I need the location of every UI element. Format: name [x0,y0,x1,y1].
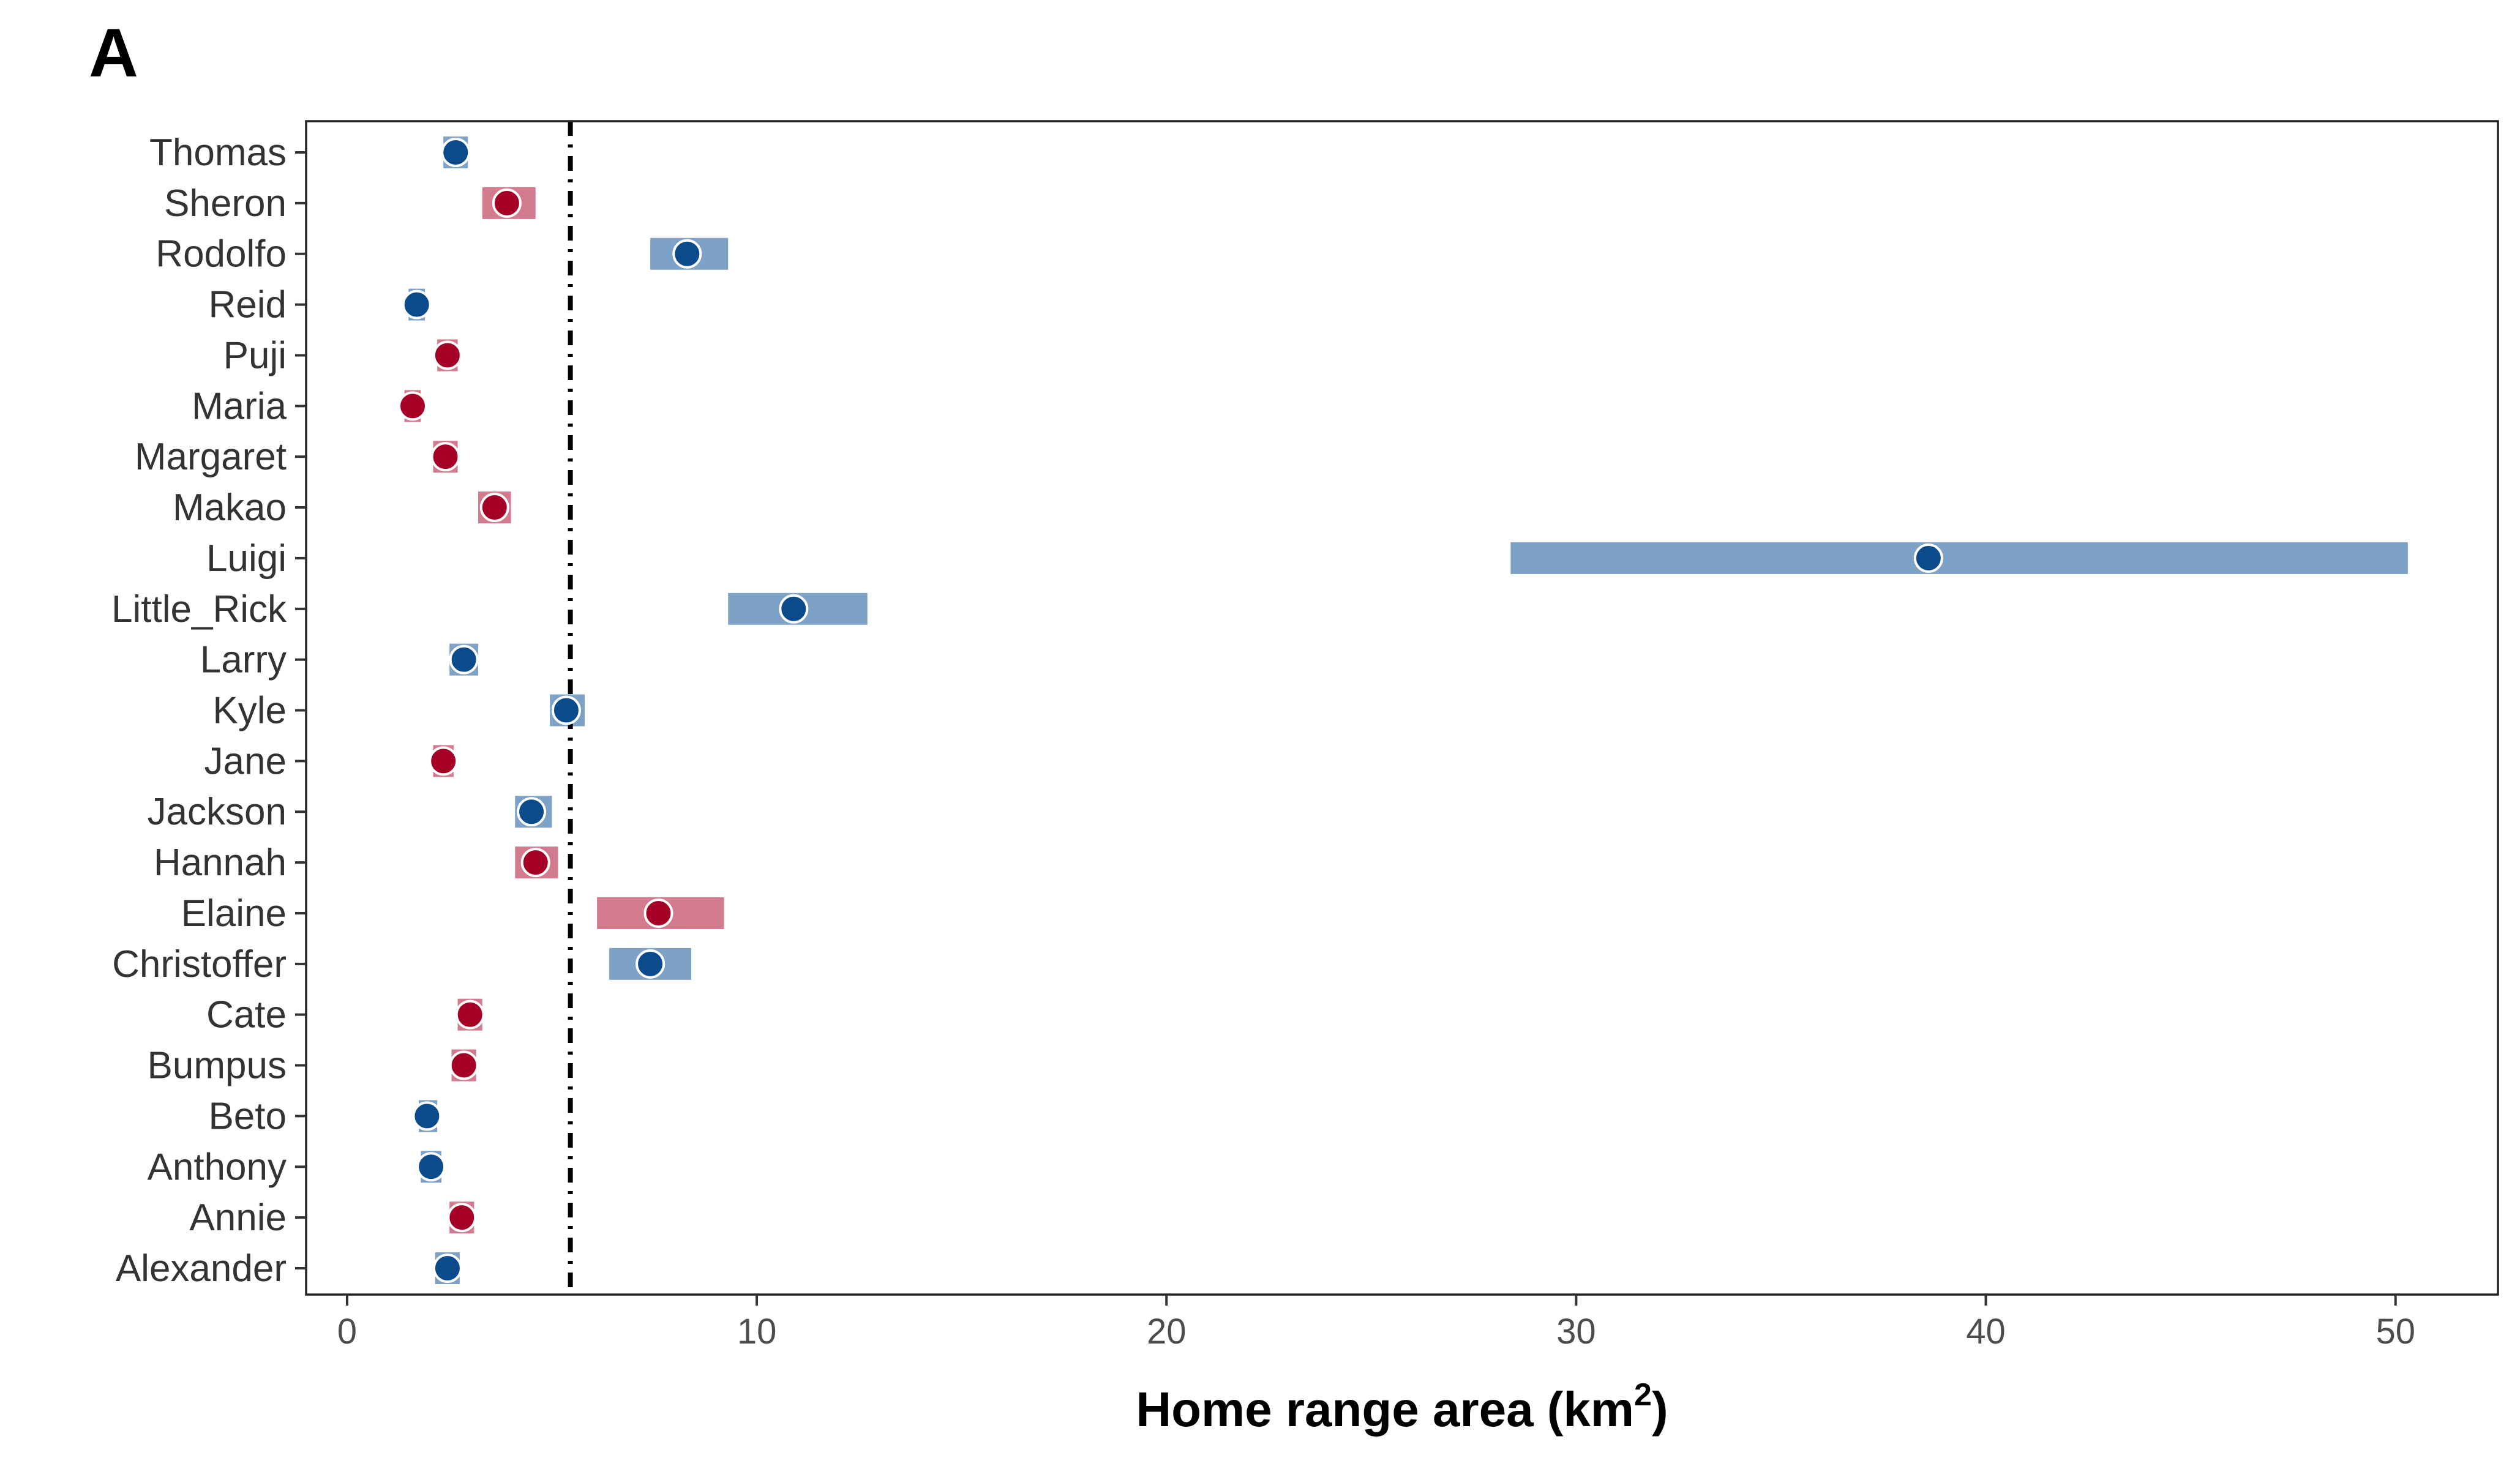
y-tick-label-thomas: Thomas [149,132,287,174]
y-tick-label-maria: Maria [192,385,287,427]
y-tick-label-alexander: Alexander [116,1247,287,1290]
estimate-point-reid [402,290,432,320]
estimate-point-puji [432,340,462,370]
estimate-point-bumpus [449,1050,479,1080]
estimate-point-larry [449,645,479,675]
estimate-point-hannah [520,848,550,878]
x-tick-label: 0 [337,1312,357,1351]
y-tick-label-sheron: Sheron [164,182,287,225]
y-tick-label-elaine: Elaine [181,892,287,935]
panel-label: A [89,15,138,91]
y-axis: Thomas Sheron Rodolfo Reid Puji Maria Margaret… [111,132,306,1290]
estimate-point-little-rick [779,594,809,624]
y-tick-label-jackson: Jackson [148,791,287,833]
y-tick-label-beto: Beto [208,1095,287,1137]
y-tick-label-larry: Larry [200,639,287,681]
x-axis-title-suffix: ) [1652,1382,1668,1437]
estimate-point-cate [455,1000,485,1030]
x-tick-label: 50 [2376,1312,2415,1351]
y-tick-label-rodolfo: Rodolfo [156,233,287,275]
estimate-point-maria [397,391,427,421]
y-tick-label-bumpus: Bumpus [148,1045,287,1087]
interval-bars [404,136,2408,1284]
estimate-point-beto [412,1101,442,1131]
y-tick-label-anthony: Anthony [147,1146,287,1188]
x-tick-label: 40 [1966,1312,2006,1351]
estimate-point-alexander [432,1254,462,1283]
y-tick-label-little-rick: Little_Rick [111,588,287,630]
y-tick-label-annie: Annie [189,1197,287,1239]
x-tick-label: 10 [737,1312,777,1351]
estimate-point-jane [429,746,459,776]
y-tick-label-luigi: Luigi [206,537,287,580]
estimate-point-jackson [517,797,547,827]
x-tick-label: 20 [1147,1312,1187,1351]
y-tick-label-margaret: Margaret [135,436,287,478]
y-tick-label-cate: Cate [206,994,287,1036]
y-tick-label-kyle: Kyle [212,690,287,732]
estimate-point-sheron [492,188,522,218]
x-axis-title-superscript: 2 [1634,1377,1652,1413]
y-tick-label-christoffer: Christoffer [112,943,287,985]
estimate-point-anthony [416,1152,446,1182]
x-axis-title-main: Home range area (km [1136,1382,1634,1437]
x-axis-title: Home range area (km2) [1136,1377,1668,1437]
estimate-point-annie [447,1203,477,1233]
y-tick-label-makao: Makao [173,487,287,529]
x-tick-label: 30 [1556,1312,1596,1351]
estimate-points [397,138,1943,1283]
estimate-point-kyle [551,695,581,725]
y-tick-label-hannah: Hannah [154,842,287,884]
estimate-point-rodolfo [672,239,702,269]
y-tick-label-jane: Jane [204,740,287,782]
x-axis: 0 10 20 30 40 50 [337,1295,2415,1351]
estimate-point-thomas [441,138,471,167]
y-tick-label-reid: Reid [208,284,287,326]
estimate-point-luigi [1913,543,1943,573]
plot-frame [305,120,2499,1296]
y-tick-label-puji: Puji [223,334,287,376]
interval-bar-luigi [1510,542,2408,574]
estimate-point-margaret [430,442,460,472]
estimate-point-makao [479,493,509,523]
estimate-point-christoffer [636,949,666,979]
estimate-point-elaine [643,898,673,928]
